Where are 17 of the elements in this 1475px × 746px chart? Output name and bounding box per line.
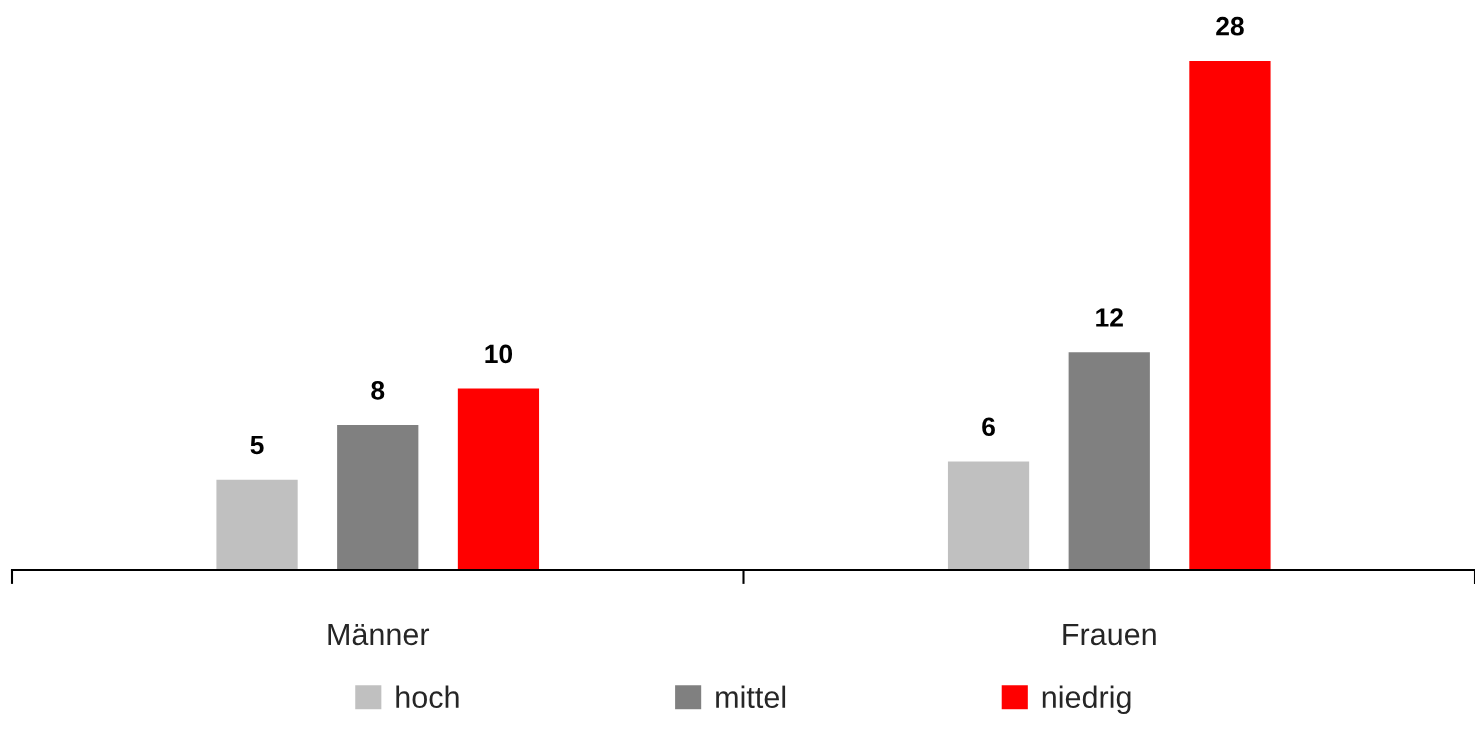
bar [946, 460, 1031, 570]
data-label: 10 [485, 344, 513, 364]
bar [335, 423, 420, 570]
data-label: 6 [982, 417, 995, 437]
legend-label: niedrig [1042, 685, 1131, 715]
bar [456, 387, 541, 570]
legend-label: hoch [396, 685, 459, 709]
x-tick-label: Männer [328, 623, 430, 646]
data-label: 5 [250, 435, 264, 455]
bar [1187, 59, 1272, 570]
data-label: 8 [371, 380, 385, 400]
bar [1067, 350, 1152, 570]
x-tick-label: Frauen [1063, 623, 1156, 646]
data-label: 28 [1216, 16, 1244, 36]
bar [215, 478, 300, 570]
data-label: 12 [1096, 308, 1123, 327]
legend-label: mittel [716, 685, 786, 709]
